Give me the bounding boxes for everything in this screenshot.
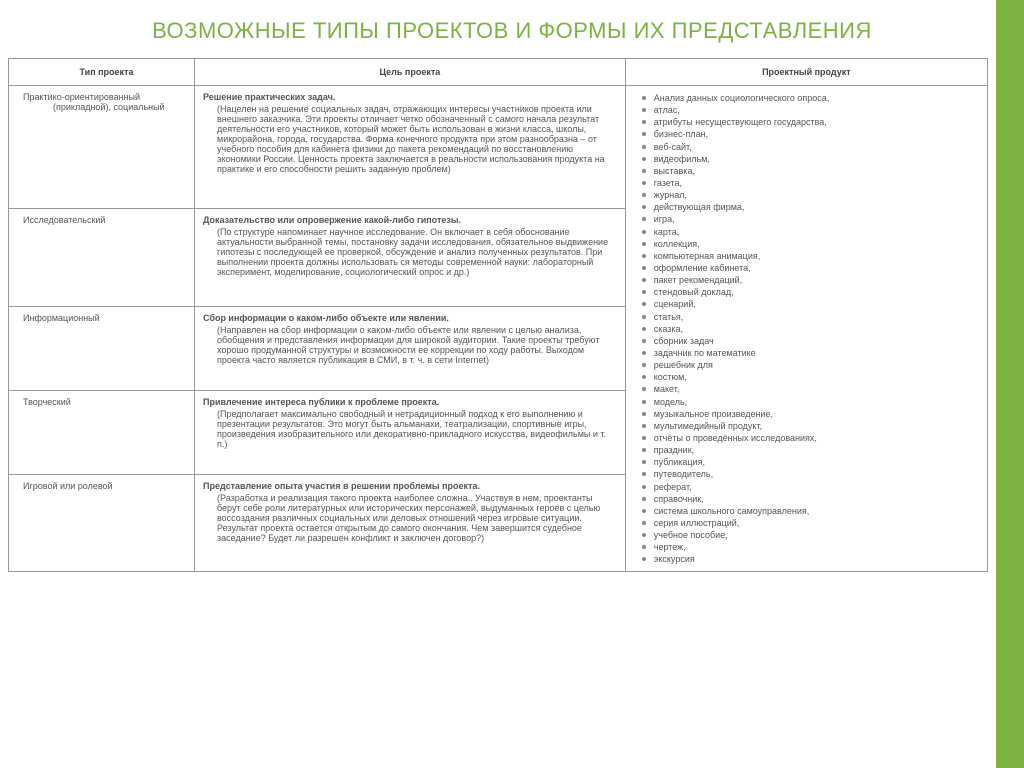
header-goal: Цель проекта — [195, 59, 626, 86]
product-item: веб-сайт, — [640, 141, 979, 153]
product-item: пакет рекомендаций, — [640, 274, 979, 286]
product-item: Анализ данных социологического опроса, — [640, 92, 979, 104]
product-item: сборник задач — [640, 335, 979, 347]
accent-bar — [996, 0, 1024, 768]
product-item: компьютерная анимация, — [640, 250, 979, 262]
header-type: Тип проекта — [9, 59, 195, 86]
product-item: сказка, — [640, 323, 979, 335]
product-item: коллекция, — [640, 238, 979, 250]
product-item: костюм, — [640, 371, 979, 383]
product-item: праздник, — [640, 444, 979, 456]
product-item: выставка, — [640, 165, 979, 177]
product-item: игра, — [640, 213, 979, 225]
product-item: атлас, — [640, 104, 979, 116]
product-item: действующая фирма, — [640, 201, 979, 213]
product-item: журнал, — [640, 189, 979, 201]
product-item: макет, — [640, 383, 979, 395]
product-item: оформление кабинета, — [640, 262, 979, 274]
cell-goal: Привлечение интереса публики к проблеме … — [195, 390, 626, 474]
product-item: путеводитель, — [640, 468, 979, 480]
product-item: модель, — [640, 396, 979, 408]
product-item: решебник для — [640, 359, 979, 371]
cell-goal: Представление опыта участия в решении пр… — [195, 475, 626, 572]
cell-type: Творческий — [9, 390, 195, 474]
cell-type: Игровой или ролевой — [9, 475, 195, 572]
product-item: видеофильм, — [640, 153, 979, 165]
cell-products: Анализ данных социологического опроса,ат… — [625, 86, 987, 572]
product-item: учебное пособие, — [640, 529, 979, 541]
product-item: музыкальное произведение, — [640, 408, 979, 420]
page-title: ВОЗМОЖНЫЕ ТИПЫ ПРОЕКТОВ И ФОРМЫ ИХ ПРЕДС… — [0, 0, 1024, 58]
projects-table: Тип проекта Цель проекта Проектный проду… — [8, 58, 988, 572]
product-item: система школьного самоуправления, — [640, 505, 979, 517]
header-product: Проектный продукт — [625, 59, 987, 86]
product-item: сценарий, — [640, 298, 979, 310]
product-item: справочник, — [640, 493, 979, 505]
cell-goal: Доказательство или опровержение какой-ли… — [195, 209, 626, 306]
product-item: статья, — [640, 311, 979, 323]
product-item: стендовый доклад, — [640, 286, 979, 298]
product-item: реферат, — [640, 481, 979, 493]
table-container: Тип проекта Цель проекта Проектный проду… — [0, 58, 1024, 572]
product-item: отчёты о проведённых исследованиях, — [640, 432, 979, 444]
product-item: чертеж, — [640, 541, 979, 553]
cell-type: Информационный — [9, 306, 195, 390]
product-item: публикация, — [640, 456, 979, 468]
cell-type: Практико-ориентированный(прикладной), со… — [9, 86, 195, 209]
product-item: газета, — [640, 177, 979, 189]
product-item: бизнес-план, — [640, 128, 979, 140]
product-item: задачник по математике — [640, 347, 979, 359]
product-item: карта, — [640, 226, 979, 238]
cell-goal: Сбор информации о каком-либо объекте или… — [195, 306, 626, 390]
cell-goal: Решение практических задач.(Нацелен на р… — [195, 86, 626, 209]
cell-type: Исследовательский — [9, 209, 195, 306]
product-item: мультимедийный продукт, — [640, 420, 979, 432]
product-item: экскурсия — [640, 553, 979, 565]
product-item: серия иллюстраций, — [640, 517, 979, 529]
product-item: атрибуты несуществующего государства, — [640, 116, 979, 128]
